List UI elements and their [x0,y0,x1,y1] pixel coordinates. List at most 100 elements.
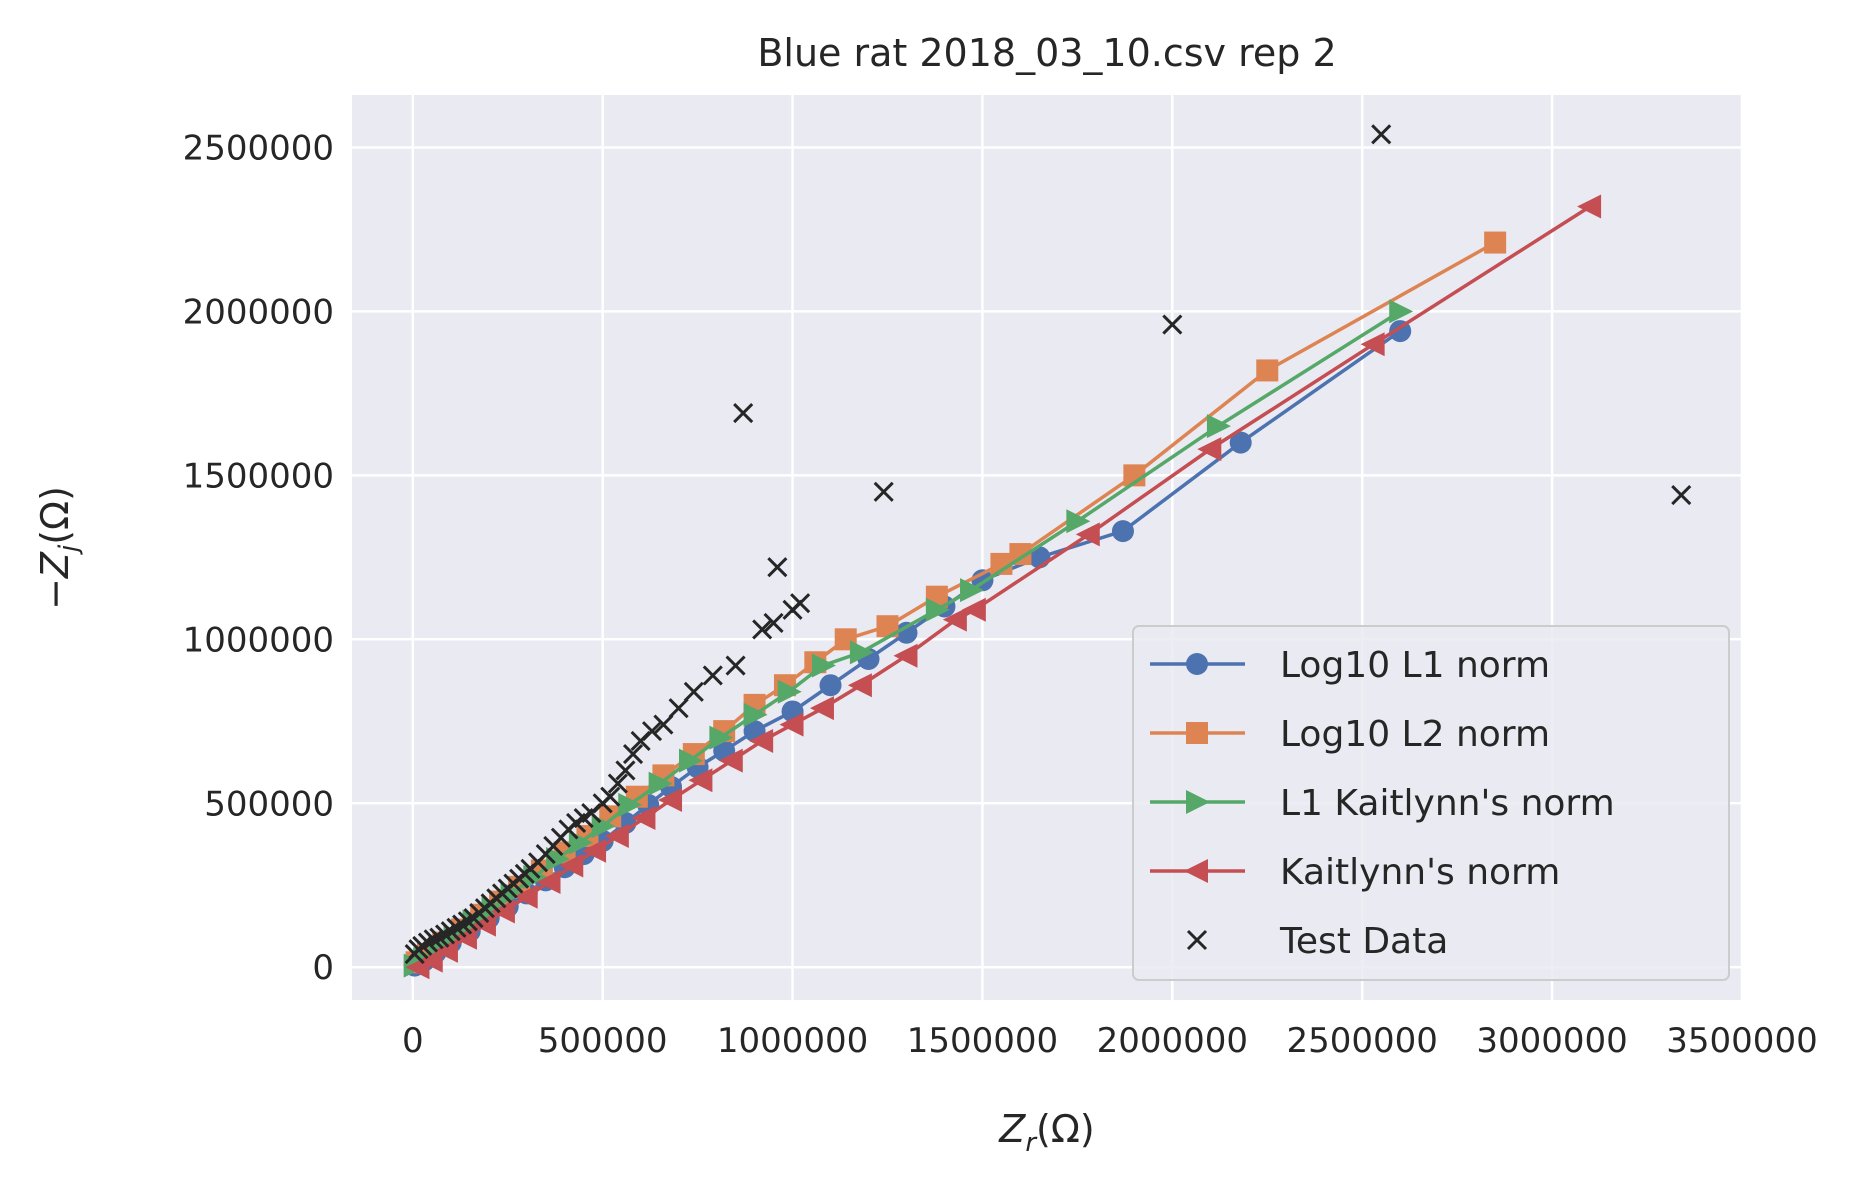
y-tick-label: 500000 [204,784,334,824]
data-point [895,621,918,644]
data-point [418,948,443,973]
legend-entry: Test Data [1186,921,1448,962]
data-point [718,748,743,773]
data-point [752,619,773,640]
data-point [1389,299,1414,324]
data-point [446,917,467,938]
data-point [811,653,836,678]
legend-marker [1186,653,1208,675]
data-point [749,728,774,753]
data-point [429,927,450,948]
data-point [1229,431,1252,454]
data-point [618,792,643,817]
tick-labels: 0 500000 1000000 1500000 2000000 2500000 30000… [183,128,1818,1061]
data-point [683,681,704,702]
data-point [490,899,515,924]
data-point [688,768,713,793]
legend-label: Log10 L1 norm [1280,645,1550,686]
data-point [615,760,636,781]
data-point [457,911,478,932]
data-point [641,721,663,742]
data-point [733,403,754,424]
data-point [417,932,439,953]
data-point [702,665,723,686]
x-tick-label: 3000000 [1476,1021,1627,1061]
data-point [582,838,607,863]
x-tick-label: 1000000 [717,1021,868,1061]
data-point [790,593,811,614]
legend-marker [1186,929,1208,951]
data-point [1256,359,1279,382]
data-point [1162,314,1183,335]
x-axis-label: Zr(Ω) [998,1107,1094,1158]
legend: Log10 L1 norm Log10 L2 norm L1 Kaitlynn's … [1132,625,1730,981]
x-tick-label: 2000000 [1097,1021,1248,1061]
data-point [1206,414,1231,439]
data-point [763,612,784,633]
data-point [1371,124,1392,145]
data-point [709,725,734,750]
data-point [960,578,985,603]
data-point [779,712,804,737]
x-tick-label: 3500000 [1666,1021,1817,1061]
y-axis-label: −Zj(Ω) [33,486,84,610]
legend-marker [1184,859,1208,883]
data-point [653,714,674,735]
data-point [607,773,628,794]
data-point [559,853,584,878]
legend-label: L1 Kaitlynn's norm [1280,783,1615,824]
legend-label: Test Data [1279,921,1448,962]
data-point [725,655,746,676]
legend-entry: Log10 L1 norm [1150,645,1550,686]
y-tick-label: 2000000 [183,292,334,332]
data-point [990,552,1013,575]
data-point [536,869,561,894]
data-point [1484,231,1507,254]
y-tick-label: 1500000 [183,456,334,496]
data-point [600,786,621,807]
data-point [1066,509,1091,534]
legend-label: Log10 L2 norm [1280,714,1550,755]
data-point [471,912,496,937]
data-point [631,806,656,831]
data-point [925,597,950,622]
data-point [648,771,673,796]
data-point [873,481,894,502]
data-point [462,909,487,934]
x-tick-label: 500000 [538,1021,668,1061]
legend-entry: Log10 L2 norm [1150,714,1550,755]
legend-entry: L1 Kaitlynn's norm [1150,783,1615,824]
data-point [961,597,986,622]
data-point [1360,332,1385,357]
data-point [1009,543,1032,566]
data-point [1577,194,1602,219]
data-point [1075,522,1100,547]
data-point [679,748,704,773]
data-point [423,929,444,950]
x-tick-label: 2500000 [1286,1021,1437,1061]
legend-marker [1186,790,1210,814]
x-tick-label: 1500000 [907,1021,1058,1061]
data-point [513,884,538,909]
data-point [847,673,872,698]
legend-box [1132,625,1730,981]
series-layer [403,124,1692,980]
data-point [433,938,458,963]
y-tick-label: 0 [312,948,334,988]
legend-label: Kaitlynn's norm [1280,852,1560,893]
data-point [809,696,834,721]
data-point [604,824,629,849]
data-point [893,643,918,668]
y-tick-label: 1000000 [183,620,334,660]
data-point [668,698,689,719]
series-4 [404,124,1692,965]
data-point [1197,437,1222,462]
data-point [658,787,683,812]
data-point [440,921,461,942]
y-tick-label: 2500000 [183,128,334,168]
data-point [849,640,874,665]
data-point [1111,520,1134,543]
data-point [876,615,899,638]
data-point [412,935,433,956]
